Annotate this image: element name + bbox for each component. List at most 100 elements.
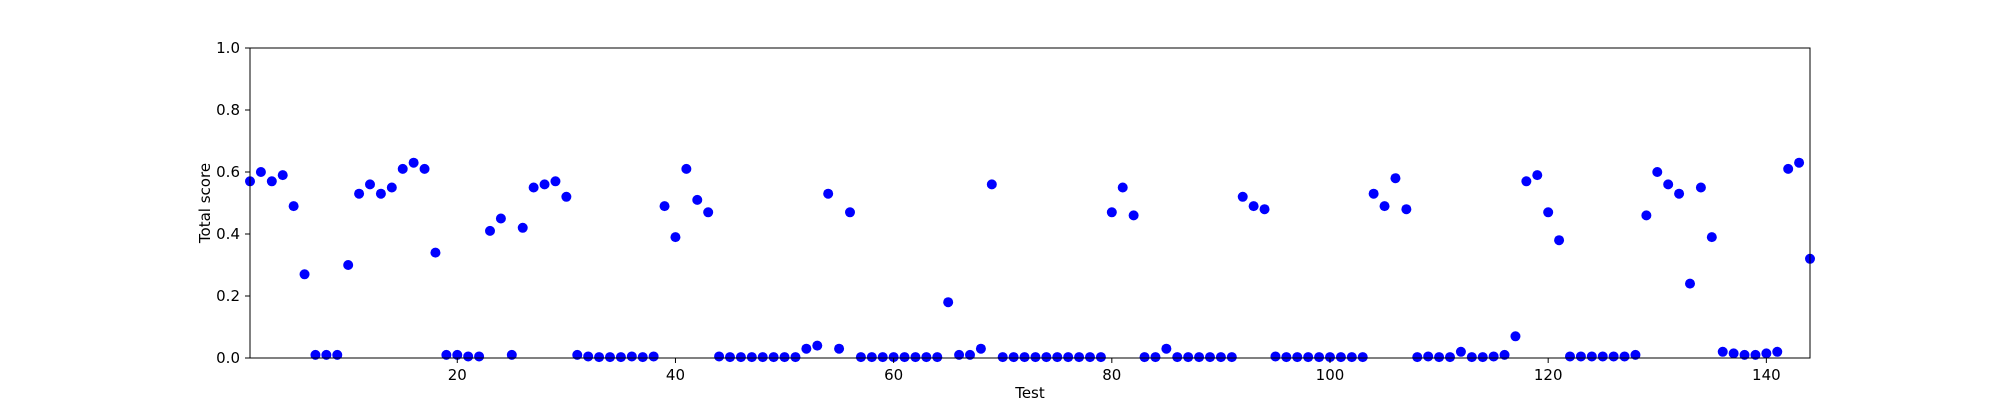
data-point — [834, 343, 845, 354]
data-point — [572, 349, 583, 360]
data-point — [735, 352, 746, 363]
data-point — [255, 167, 266, 177]
data-point — [485, 225, 495, 236]
data-point — [1248, 201, 1259, 212]
data-point — [299, 269, 310, 280]
data-point — [594, 352, 605, 363]
data-point — [768, 352, 779, 363]
data-point — [1052, 352, 1063, 363]
data-point — [1499, 349, 1510, 360]
plot-area-frame — [249, 47, 1811, 359]
data-point — [397, 163, 408, 174]
data-point — [1641, 210, 1652, 221]
data-point — [1783, 163, 1794, 174]
y-tick-label: 0.6 — [216, 163, 240, 181]
data-point — [1205, 352, 1215, 363]
data-point — [921, 352, 932, 363]
data-point — [1608, 351, 1619, 362]
data-point — [648, 351, 659, 362]
data-point — [932, 352, 943, 363]
data-point — [1368, 188, 1379, 199]
data-point — [277, 170, 288, 181]
data-point — [1346, 352, 1357, 363]
data-point — [1194, 352, 1205, 363]
data-point — [1466, 352, 1477, 363]
data-point — [899, 352, 910, 363]
data-point — [1750, 349, 1761, 360]
data-point — [561, 191, 572, 202]
data-point — [703, 207, 714, 218]
y-tick-label: 0.0 — [216, 349, 240, 367]
data-point — [452, 349, 463, 360]
data-point — [626, 351, 637, 362]
x-tick-label: 60 — [884, 366, 903, 384]
data-point — [1652, 167, 1663, 177]
data-point — [1183, 352, 1194, 363]
data-point — [495, 213, 506, 224]
data-point — [965, 349, 975, 360]
data-point — [1030, 352, 1041, 363]
data-point — [681, 163, 692, 174]
data-point — [1412, 352, 1423, 363]
data-point — [1172, 352, 1183, 363]
data-point — [332, 349, 343, 360]
data-point — [1597, 351, 1608, 362]
data-point — [670, 232, 681, 243]
data-point — [1488, 351, 1499, 362]
x-tick-label: 100 — [1316, 366, 1345, 384]
data-point — [954, 349, 965, 360]
data-point — [1674, 188, 1685, 199]
data-point — [365, 179, 375, 190]
data-point — [855, 352, 866, 363]
data-point — [1434, 352, 1445, 363]
data-point — [1695, 182, 1706, 193]
data-point — [637, 352, 648, 363]
y-tick-label: 0.4 — [216, 225, 240, 243]
data-point — [354, 188, 365, 199]
data-point — [1226, 352, 1237, 363]
y-tick-label: 0.2 — [216, 287, 240, 305]
data-point — [1063, 352, 1074, 363]
data-point — [386, 182, 397, 193]
data-point — [746, 352, 757, 363]
data-points — [245, 157, 1815, 363]
data-point — [605, 352, 615, 363]
data-point — [441, 349, 452, 360]
y-tick-label: 0.8 — [216, 101, 240, 119]
data-point — [1117, 182, 1128, 193]
y-axis-ticks: 0.0 0.2 0.4 0.6 0.8 1.0 — [216, 39, 250, 367]
data-point — [692, 194, 703, 205]
data-point — [1554, 235, 1565, 246]
x-axis-ticks: 20 40 60 80 100 120 140 — [448, 358, 1781, 384]
data-point — [1510, 331, 1521, 342]
data-point — [1565, 351, 1575, 362]
data-point — [430, 247, 441, 258]
data-point — [757, 352, 768, 363]
data-point — [1663, 179, 1674, 190]
data-point — [1314, 352, 1325, 363]
data-point — [1270, 351, 1281, 362]
data-point — [1128, 210, 1139, 221]
data-point — [1586, 351, 1597, 362]
data-point — [823, 188, 834, 199]
data-point — [375, 188, 386, 199]
data-point — [310, 349, 321, 360]
data-point — [1521, 176, 1532, 187]
data-point — [1008, 352, 1019, 363]
x-tick-label: 20 — [448, 366, 467, 384]
data-point — [845, 207, 855, 218]
data-point — [1630, 349, 1641, 360]
data-point — [321, 349, 332, 360]
data-point — [419, 163, 430, 174]
data-point — [997, 352, 1008, 363]
data-point — [408, 157, 419, 168]
data-point — [1335, 352, 1346, 363]
data-point — [1445, 352, 1455, 363]
data-point — [1717, 346, 1728, 357]
data-point — [975, 343, 986, 354]
data-point — [463, 351, 474, 362]
data-point — [1543, 207, 1554, 218]
x-tick-label: 120 — [1534, 366, 1563, 384]
data-point — [1739, 349, 1750, 360]
